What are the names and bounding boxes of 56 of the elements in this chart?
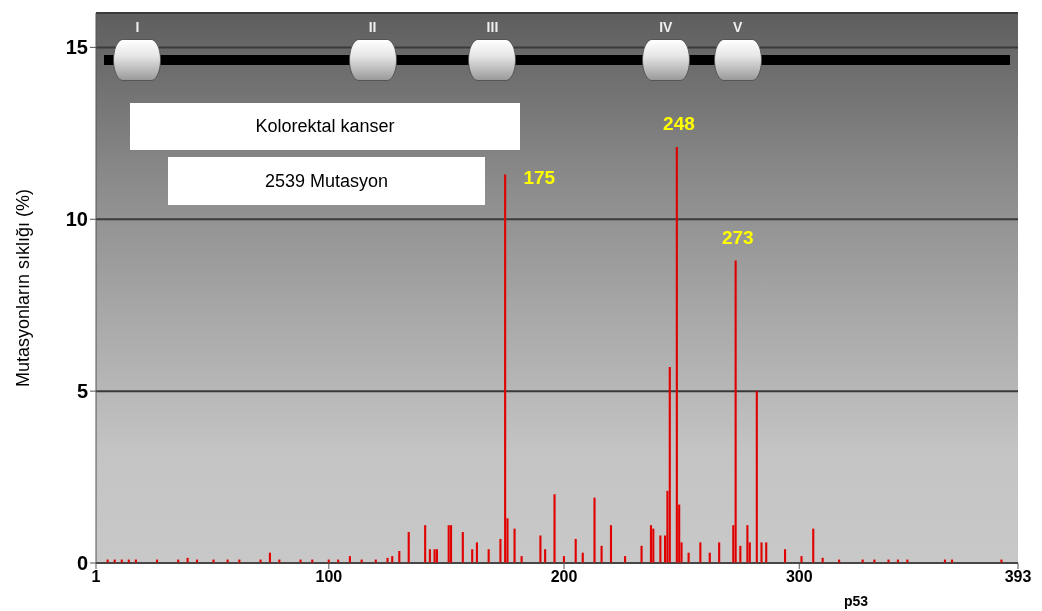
bar bbox=[734, 260, 737, 563]
x-axis-title: p53 bbox=[842, 593, 869, 609]
bar bbox=[746, 525, 749, 563]
annotation: 273 bbox=[720, 226, 755, 249]
bar bbox=[800, 556, 803, 563]
bar bbox=[553, 494, 556, 563]
y-tick-label: 5 bbox=[76, 380, 88, 403]
annotation: V bbox=[732, 19, 744, 35]
x-tick-label: 300 bbox=[785, 568, 813, 586]
bar bbox=[675, 147, 678, 563]
bar bbox=[471, 549, 474, 563]
bar bbox=[504, 174, 507, 563]
bar bbox=[424, 525, 427, 563]
bar bbox=[699, 542, 702, 563]
bar bbox=[812, 528, 815, 563]
annotation: 175 bbox=[522, 166, 557, 189]
bar bbox=[659, 535, 662, 563]
bar bbox=[574, 538, 577, 563]
bar bbox=[652, 528, 655, 563]
bar bbox=[447, 525, 450, 563]
bar bbox=[755, 391, 758, 563]
annotation: IV bbox=[658, 19, 674, 35]
label-box: 2539 Mutasyon bbox=[168, 157, 485, 205]
bar bbox=[428, 549, 431, 563]
bar bbox=[718, 542, 721, 563]
bar bbox=[765, 542, 768, 563]
y-tick-label: 10 bbox=[65, 208, 88, 231]
x-tick-label: 1 bbox=[91, 568, 101, 586]
bar bbox=[386, 557, 389, 563]
bar bbox=[539, 535, 542, 563]
annotation: I bbox=[134, 19, 141, 35]
label-box: Kolorektal kanser bbox=[130, 103, 520, 150]
annotation: 248 bbox=[662, 113, 696, 136]
x-tick-label: 100 bbox=[315, 568, 343, 586]
bar bbox=[487, 549, 490, 563]
bar bbox=[449, 525, 453, 563]
bar bbox=[499, 538, 502, 563]
bar bbox=[475, 542, 478, 563]
annotation: III bbox=[485, 19, 500, 35]
bar bbox=[760, 542, 763, 563]
bar bbox=[513, 528, 516, 563]
bar bbox=[649, 525, 653, 563]
y-axis-title: Mutasyonların sıklığı (%) bbox=[13, 188, 34, 388]
bar bbox=[407, 532, 410, 563]
bar bbox=[593, 497, 596, 563]
y-tick-label: 0 bbox=[76, 552, 88, 575]
x-tick-label: 200 bbox=[550, 568, 578, 586]
annotation: II bbox=[367, 19, 378, 35]
bar bbox=[668, 367, 671, 563]
bar bbox=[461, 532, 464, 563]
x-tick-label: 393 bbox=[1004, 568, 1032, 586]
bar bbox=[640, 545, 643, 563]
y-tick-label: 15 bbox=[65, 36, 88, 59]
bar bbox=[783, 549, 787, 563]
bar bbox=[609, 525, 613, 563]
bar bbox=[544, 549, 547, 563]
